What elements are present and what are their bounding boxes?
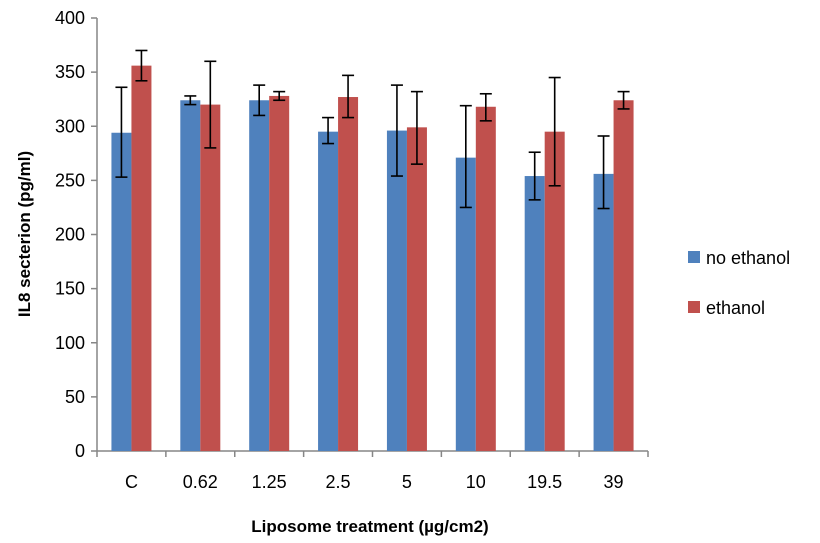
y-tick-label: 150 (55, 279, 85, 299)
x-tick-label: 1.25 (252, 472, 287, 492)
x-tick-label: C (125, 472, 138, 492)
bar-no-ethanol (455, 157, 476, 451)
bar-ethanol (613, 100, 634, 452)
legend-item-ethanol: ethanol (688, 298, 765, 318)
y-tick-label: 0 (75, 441, 85, 461)
y-tick-label: 250 (55, 170, 85, 190)
y-tick-label: 400 (55, 8, 85, 28)
y-tick-label: 100 (55, 333, 85, 353)
bar-no-ethanol (524, 176, 545, 452)
bar-no-ethanol (249, 100, 270, 452)
error-bar (479, 92, 492, 122)
x-axis-title: Liposome treatment (µg/cm2) (251, 517, 488, 536)
x-tick-label: 10 (466, 472, 486, 492)
error-bar (528, 151, 541, 201)
error-bar (253, 84, 266, 117)
legend-item-no-ethanol: no ethanol (688, 248, 790, 268)
y-tick-label: 200 (55, 225, 85, 245)
error-bar (597, 135, 610, 210)
x-tick-label: 2.5 (326, 472, 351, 492)
error-bar (184, 95, 197, 106)
error-bar (410, 90, 423, 165)
bar-no-ethanol (386, 130, 407, 451)
error-bar (273, 90, 286, 102)
bar-no-ethanol (593, 173, 614, 451)
legend-swatch-no-ethanol (688, 251, 700, 263)
y-ticks: 0 50 100 150 200 250 300 350 400 (55, 8, 97, 461)
bar-no-ethanol (180, 100, 201, 452)
legend-label-no-ethanol: no ethanol (706, 248, 790, 268)
y-tick-label: 50 (65, 387, 85, 407)
legend-swatch-ethanol (688, 301, 700, 313)
y-axis-title: IL8 secterion (pg/ml) (15, 151, 34, 317)
bars (111, 65, 634, 452)
bar-ethanol (475, 106, 496, 451)
bar-ethanol (200, 104, 221, 451)
bar-no-ethanol (318, 131, 339, 451)
error-bar (342, 74, 355, 119)
error-bar (115, 86, 128, 178)
legend: no ethanol ethanol (688, 248, 790, 318)
axes (96, 18, 648, 452)
x-tick-label: 0.62 (183, 472, 218, 492)
x-tick-label: 39 (604, 472, 624, 492)
bar-no-ethanol (111, 132, 132, 451)
x-tick-label: 5 (402, 472, 412, 492)
error-bar (617, 90, 630, 110)
error-bar (322, 116, 335, 145)
bar-ethanol (544, 131, 565, 451)
error-bar (135, 49, 148, 82)
error-bars (115, 49, 630, 210)
legend-label-ethanol: ethanol (706, 298, 765, 318)
y-tick-label: 300 (55, 116, 85, 136)
error-bar (459, 104, 472, 209)
bar-ethanol (131, 65, 152, 451)
x-ticks: C 0.62 1.25 2.5 5 10 19.5 39 (96, 451, 649, 492)
bar-ethanol (406, 127, 427, 452)
y-tick-label: 350 (55, 62, 85, 82)
x-tick-label: 19.5 (527, 472, 562, 492)
error-bar (548, 76, 561, 187)
error-bar (390, 84, 403, 177)
bar-ethanol (338, 97, 359, 452)
error-bar (204, 60, 217, 149)
bar-ethanol (269, 95, 290, 451)
